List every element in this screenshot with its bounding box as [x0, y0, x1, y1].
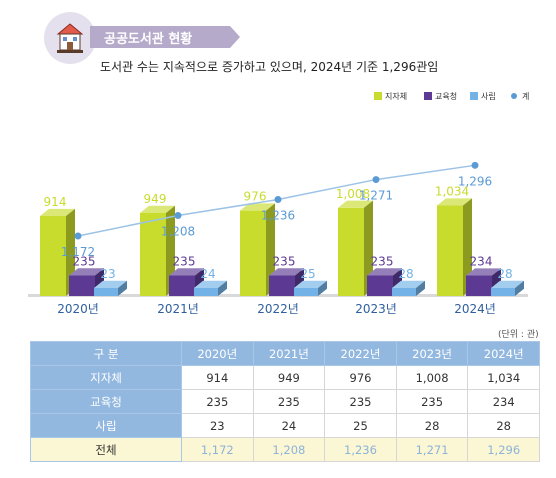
chart-legend: 지자체 교육청 사립 계 [374, 91, 529, 101]
table-cell: 28 [467, 413, 540, 438]
x-tick-2023년: 2023년 [355, 302, 397, 316]
table-header-cell: 2020년 [181, 341, 254, 366]
table-cell: 1,296 [467, 437, 540, 462]
data-label-사립-2024년: 28 [497, 267, 512, 281]
table-cell: 914 [181, 365, 254, 390]
total-label-2022년: 1,236 [261, 209, 295, 223]
data-label-사립-2021년: 24 [200, 267, 215, 281]
total-point-2021년 [174, 211, 182, 219]
legend-swatch-지자체 [374, 92, 382, 100]
table-row-label: 교육청 [30, 389, 182, 414]
table-cell: 28 [395, 413, 469, 438]
total-label-2021년: 1,208 [161, 224, 195, 238]
chart-title: 공공도서관 현황 [104, 32, 193, 47]
x-tick-2020년: 2020년 [57, 302, 99, 316]
table-cell: 24 [252, 413, 326, 438]
table-cell: 235 [252, 389, 326, 414]
total-label-2023년: 1,271 [359, 189, 393, 203]
table-cell: 25 [324, 413, 397, 438]
data-label-지자체-2021년: 949 [144, 192, 167, 206]
data-label-사립-2020년: 23 [100, 267, 115, 281]
legend-label-교육청: 교육청 [435, 92, 457, 101]
data-label-지자체-2024년: 1,034 [435, 185, 469, 199]
table-row-label: 전체 [30, 437, 182, 462]
bar-지자체-2023년 [338, 200, 373, 296]
bar-지자체-2024년 [437, 198, 472, 296]
data-label-지자체-2022년: 976 [244, 190, 267, 204]
bar-사립-2021년 [194, 280, 227, 296]
table-cell: 234 [467, 389, 540, 414]
table-row: 지자체 914 949 976 1,008 1,034 [30, 365, 540, 390]
legend-swatch-사립 [470, 92, 478, 100]
library-building-icon [56, 23, 84, 53]
total-point-2020년 [74, 232, 82, 240]
table-header-cell: 2022년 [324, 341, 397, 366]
bar-지자체-2022년 [240, 203, 275, 296]
table-cell: 1,208 [252, 437, 326, 462]
library-badge [44, 12, 96, 64]
unit-label: (단위 : 관) [498, 330, 539, 340]
table-header-cell: 2024년 [467, 341, 540, 366]
data-label-교육청-2020년: 235 [73, 254, 96, 268]
data-label-지자체-2023년: 1,008 [336, 187, 370, 201]
data-label-지자체-2020년: 914 [44, 195, 67, 209]
total-point-2023년 [372, 176, 380, 184]
data-label-교육청-2024년: 234 [470, 255, 493, 269]
table-row: 사립 23 24 25 28 28 [30, 413, 540, 438]
legend-swatch-교육청 [424, 92, 432, 100]
total-label-2020년: 1,172 [61, 245, 95, 259]
table-row-label: 지자체 [30, 365, 182, 390]
table-cell: 976 [324, 365, 397, 390]
bar-사립-2023년 [392, 280, 425, 296]
table-cell: 1,008 [395, 365, 469, 390]
table-cell: 235 [324, 389, 397, 414]
legend-swatch-total [511, 93, 517, 99]
library-chart: 914 235 23 2020년 949 235 24 2021년 976 235 25 2022년 1… [28, 91, 529, 316]
table-cell: 235 [181, 389, 254, 414]
table-header-cell: 2023년 [395, 341, 469, 366]
table-cell: 1,172 [181, 437, 254, 462]
table-cell: 235 [395, 389, 469, 414]
table-header-row: 구 분 2020년 2021년 2022년 2023년 2024년 [30, 341, 540, 366]
chart-subtitle: 도서관 수는 지속적으로 증가하고 있으며, 2024년 기준 1,296관임 [100, 60, 439, 74]
table-header-cell: 2021년 [252, 341, 326, 366]
x-tick-2022년: 2022년 [257, 302, 299, 316]
legend-label-지자체: 지자체 [385, 91, 407, 101]
table-cell: 949 [252, 365, 326, 390]
data-label-사립-2022년: 25 [300, 267, 315, 281]
table-cell: 1,034 [467, 365, 540, 390]
table-corner-cell: 구 분 [30, 341, 182, 366]
bar-교육청-2021년 [169, 268, 204, 296]
title-banner [90, 26, 240, 48]
table-cell: 1,271 [395, 437, 469, 462]
table-row-label: 사립 [30, 413, 182, 438]
data-label-교육청-2022년: 235 [273, 254, 296, 268]
table-row: 전체 1,172 1,208 1,236 1,271 1,296 [30, 437, 540, 462]
legend-label-total: 계 [522, 91, 529, 101]
bar-사립-2020년 [94, 280, 127, 296]
x-tick-2021년: 2021년 [157, 302, 199, 316]
table-cell: 1,236 [324, 437, 397, 462]
x-tick-2024년: 2024년 [454, 302, 496, 316]
data-label-교육청-2021년: 235 [173, 254, 196, 268]
data-label-교육청-2023년: 235 [371, 254, 394, 268]
bar-사립-2022년 [294, 280, 327, 296]
total-point-2022년 [274, 196, 282, 204]
data-table: 구 분 2020년 2021년 2022년 2023년 2024년 지자체 914 949 976… [30, 341, 540, 462]
bar-사립-2024년 [491, 280, 524, 296]
table-cell: 23 [181, 413, 254, 438]
total-point-2024년 [471, 161, 479, 169]
legend-label-사립: 사립 [481, 92, 496, 101]
total-label-2024년: 1,296 [458, 174, 492, 188]
table-row: 교육청 235 235 235 235 234 [30, 389, 540, 414]
data-label-사립-2023년: 28 [398, 267, 413, 281]
